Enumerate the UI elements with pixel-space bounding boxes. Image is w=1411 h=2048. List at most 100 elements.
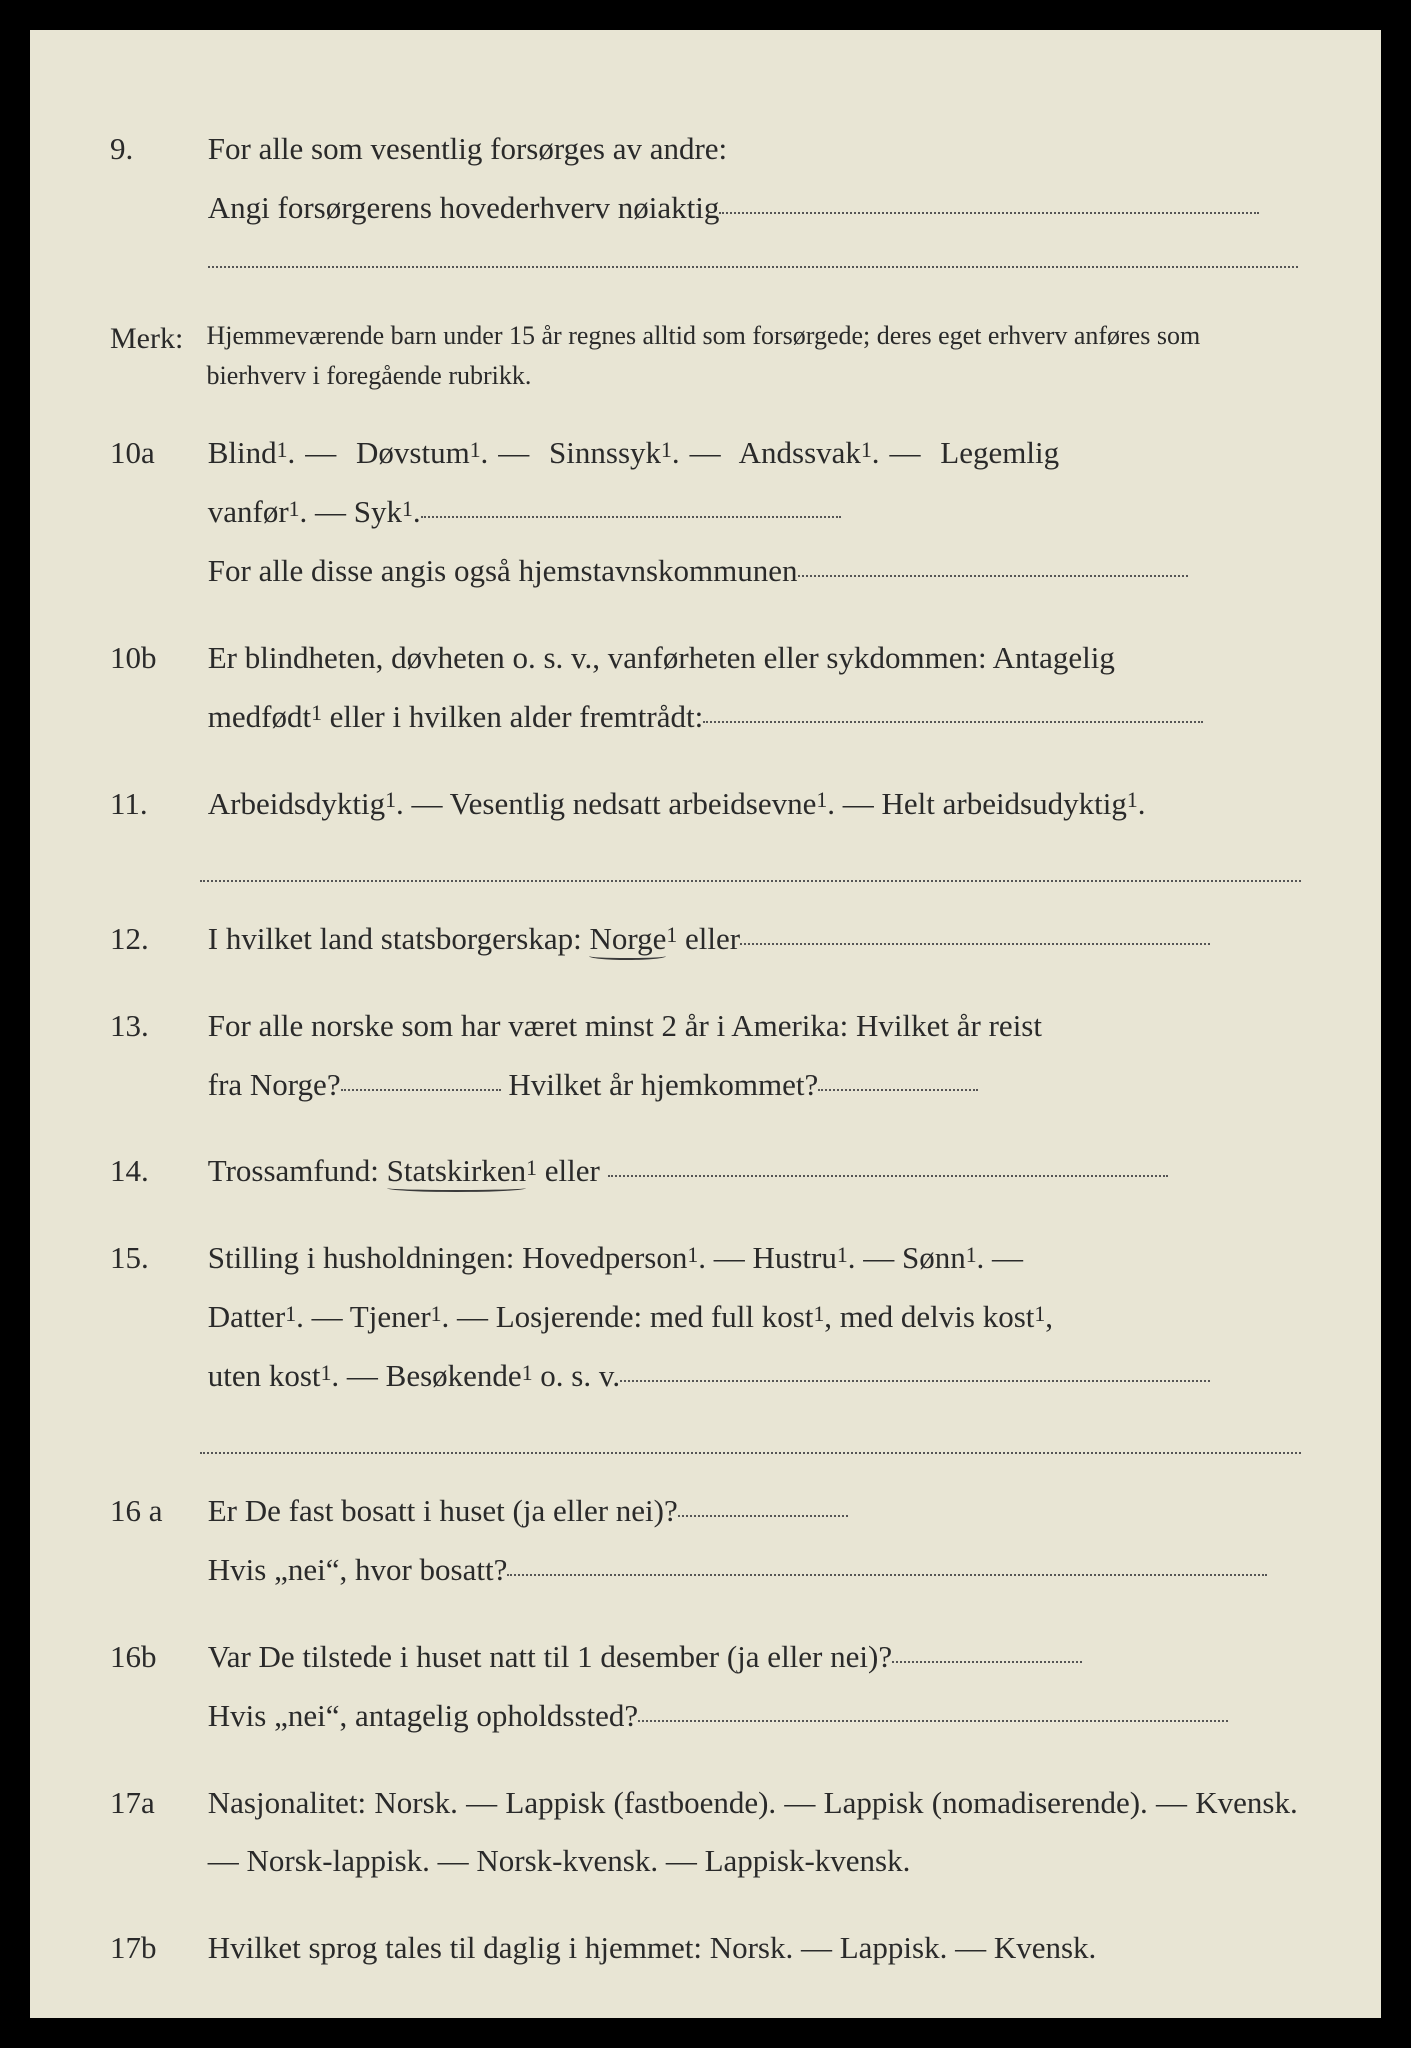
q11-opt3: Helt arbeidsudyktig [881,786,1126,821]
q10a-opt5: Legemlig [940,435,1059,470]
sup-1: 1 [816,788,827,812]
q12-pre: I hvilket land statsborgerskap: [208,921,590,956]
question-17b: 17b Hvilket sprog tales til daglig i hje… [110,1919,1301,1978]
sup-1: 1 [687,1243,698,1267]
q11-body: Arbeidsdyktig1. — Vesentlig nedsatt arbe… [208,775,1298,834]
q11-opt2: Vesentlig nedsatt arbeidsevne [450,786,817,821]
fill-line [703,690,1203,723]
q15-losj: Losjerende: med full kost [496,1299,814,1334]
q13-line1: For alle norske som har været minst 2 år… [208,1008,1042,1043]
fill-line [608,1144,1168,1177]
q10a-opt2: Døvstum [356,435,470,470]
fill-line [719,181,1259,214]
document-page: 9. For alle som vesentlig forsørges av a… [30,30,1381,2018]
separator-line [200,862,1301,882]
em-dash: — [890,435,923,470]
sup-1: 1 [661,438,672,462]
q17a-number: 17a [110,1774,200,1833]
question-10a: 10a Blind1.— Døvstum1.— Sinnssyk1.— Ands… [110,424,1301,601]
q10b-body: Er blindheten, døvheten o. s. v., vanfør… [208,629,1298,747]
q10a-opt3: Sinnssyk [549,435,661,470]
q15-datter: Datter [208,1299,285,1334]
sup-1: 1 [1034,1302,1045,1326]
question-12: 12. I hvilket land statsborgerskap: Norg… [110,910,1301,969]
q9-line2: Angi forsørgerens hovederhverv nøiaktig [208,190,720,225]
q14-underlined: Statskirken [387,1153,527,1192]
em-dash: — [690,435,723,470]
fill-line [341,1058,501,1091]
sup-1: 1 [321,1361,332,1385]
question-13: 13. For alle norske som har været minst … [110,997,1301,1115]
fill-line [507,1543,1267,1576]
q16a-body: Er De fast bosatt i huset (ja eller nei)… [208,1482,1298,1600]
question-10b: 10b Er blindheten, døvheten o. s. v., va… [110,629,1301,747]
sup-1: 1 [526,1156,537,1180]
sup-1: 1 [813,1302,824,1326]
q15-number: 15. [110,1229,200,1288]
q15-uten: uten kost [208,1358,321,1393]
em-dash: — [305,435,338,470]
fill-line [740,912,1210,945]
q14-after: eller [537,1153,608,1188]
q16a-line1: Er De fast bosatt i huset (ja eller nei)… [208,1493,678,1528]
q16b-number: 16b [110,1628,200,1687]
q16b-line1: Var De tilstede i huset natt til 1 desem… [208,1639,892,1674]
q10b-line2b: eller i hvilken alder fremtrådt: [322,699,703,734]
q10a-opt4: Andssvak [739,435,861,470]
q16b-line2: Hvis „nei“, antagelig opholdssted? [208,1698,638,1733]
sup-1: 1 [277,438,288,462]
q15-body: Stilling i husholdningen: Hovedperson1. … [208,1229,1298,1406]
q15-besok: Besøkende [386,1358,522,1393]
q13-line2b: Hvilket år hjemkommet? [501,1067,819,1102]
q17b-text: Hvilket sprog tales til daglig i hjemmet… [208,1919,1298,1978]
q16a-number: 16 a [110,1482,200,1541]
q17b-number: 17b [110,1919,200,1978]
merk-label: Merk: [110,316,200,363]
merk-note: Merk: Hjemmeværende barn under 15 år reg… [110,316,1301,397]
q10a-vanfor: vanfør [208,494,289,529]
q15-pre: Stilling i husholdningen: Hovedperson [208,1240,688,1275]
q15-sonn: Sønn [902,1240,966,1275]
sup-1: 1 [837,1243,848,1267]
q10a-opt1: Blind [208,435,277,470]
q9-number: 9. [110,120,200,179]
q9-body: For alle som vesentlig forsørges av andr… [208,120,1298,288]
question-15: 15. Stilling i husholdningen: Hovedperso… [110,1229,1301,1406]
q12-body: I hvilket land statsborgerskap: Norge1 e… [208,910,1298,969]
fill-line [638,1689,1228,1722]
question-16b: 16b Var De tilstede i huset natt til 1 d… [110,1628,1301,1746]
sup-1: 1 [522,1361,533,1385]
sup-1: 1 [385,788,396,812]
question-9: 9. For alle som vesentlig forsørges av a… [110,120,1301,288]
sup-1: 1 [285,1302,296,1326]
q10b-number: 10b [110,629,200,688]
q14-body: Trossamfund: Statskirken1 eller [208,1142,1298,1201]
sup-1: 1 [666,923,677,947]
q9-line1: For alle som vesentlig forsørges av andr… [208,131,727,166]
separator-line [200,1434,1301,1454]
sup-1: 1 [311,701,322,725]
q14-pre: Trossamfund: [208,1153,387,1188]
q14-number: 14. [110,1142,200,1201]
fill-line [798,544,1188,577]
sup-1: 1 [402,497,413,521]
q10a-line3: For alle disse angis også hjemstavnskomm… [208,553,798,588]
sup-1: 1 [470,438,481,462]
em-dash: — [498,435,531,470]
q12-number: 12. [110,910,200,969]
q15-hustru: Hustru [752,1240,836,1275]
question-16a: 16 a Er De fast bosatt i huset (ja eller… [110,1482,1301,1600]
q10b-medfodt: medfødt [208,699,311,734]
q17a-text: Nasjonalitet: Norsk. — Lappisk (fastboen… [208,1774,1298,1892]
q15-tjener: Tjener [350,1299,431,1334]
q10a-syk: Syk [354,494,402,529]
merk-text: Hjemmeværende barn under 15 år regnes al… [207,316,1297,397]
fill-line [678,1484,848,1517]
q15-delvis: med delvis kost [840,1299,1035,1334]
q10b-line1: Er blindheten, døvheten o. s. v., vanfør… [208,640,1115,675]
q11-opt1: Arbeidsdyktig [208,786,385,821]
fill-line [421,485,841,518]
q13-number: 13. [110,997,200,1056]
q11-number: 11. [110,775,200,834]
q13-body: For alle norske som har været minst 2 år… [208,997,1298,1115]
